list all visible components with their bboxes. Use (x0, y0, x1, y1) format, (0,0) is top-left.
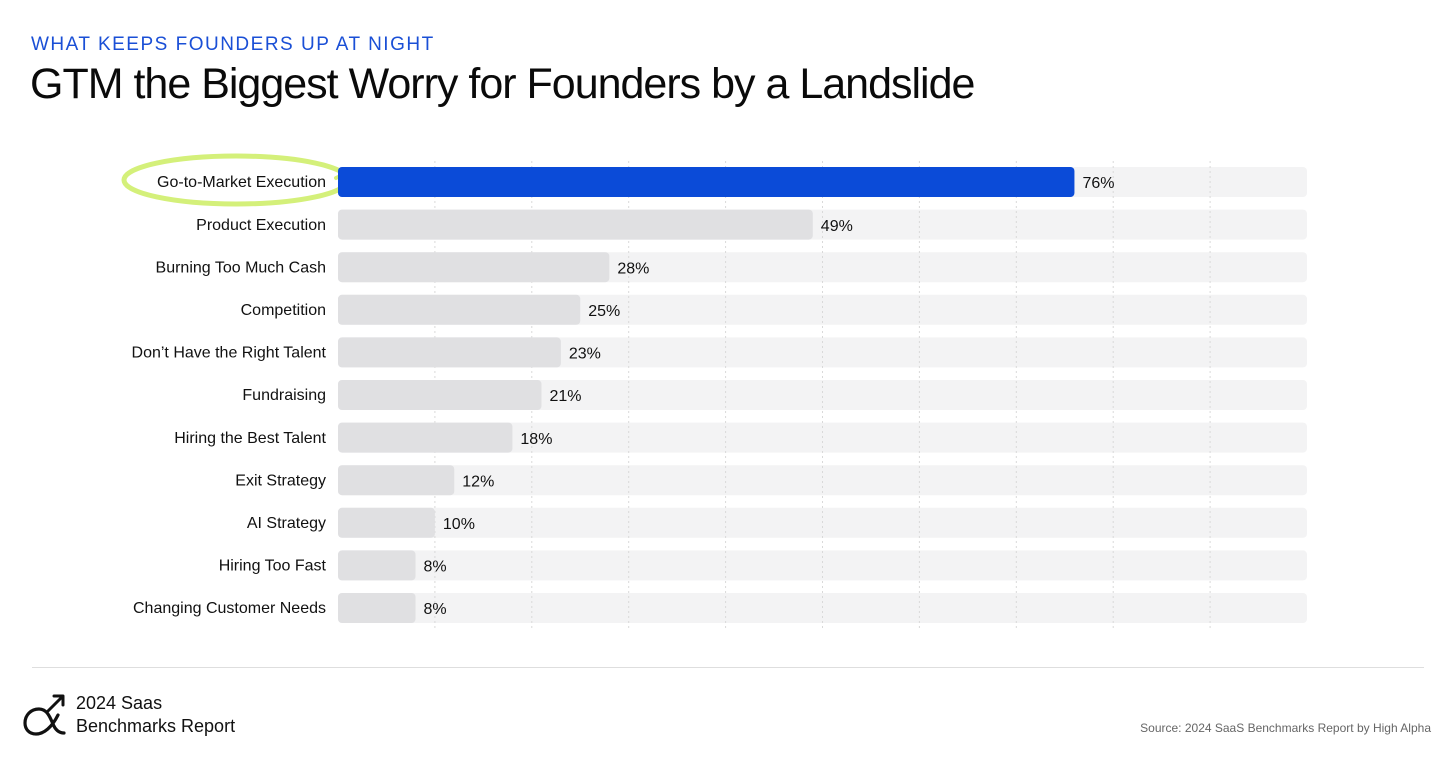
brand-name: 2024 Saas Benchmarks Report (76, 692, 235, 738)
value-label: 12% (462, 473, 494, 490)
value-label: 49% (821, 218, 853, 235)
value-label: 76% (1082, 175, 1114, 192)
category-label: Changing Customer Needs (133, 600, 326, 617)
category-label: Hiring the Best Talent (174, 430, 326, 447)
bar-chart: Go-to-Market Execution 76% Product Executi… (121, 153, 1307, 629)
bar (338, 337, 561, 368)
brand-line-1: 2024 Saas (76, 693, 163, 713)
category-label: Burning Too Much Cash (156, 259, 326, 276)
value-label: 18% (520, 431, 552, 448)
brand-block: 2024 Saas Benchmarks Report (22, 692, 235, 738)
category-label: AI Strategy (247, 515, 326, 532)
bar (338, 550, 416, 581)
bar (338, 252, 610, 283)
category-label: Don’t Have the Right Talent (132, 345, 327, 362)
bar (338, 422, 513, 453)
footer-divider (32, 667, 1424, 668)
bar-track (338, 550, 1307, 581)
bar-highlighted (338, 167, 1075, 197)
value-label: 21% (549, 388, 581, 405)
chart-title: GTM the Biggest Worry for Founders by a … (30, 60, 975, 108)
category-label: Go-to-Market Execution (157, 174, 326, 191)
bar (338, 465, 455, 496)
source-note: Source: 2024 SaaS Benchmarks Report by H… (1140, 721, 1431, 735)
bar-track (338, 380, 1307, 410)
category-label: Fundraising (242, 387, 326, 404)
bar (338, 294, 581, 325)
value-label: 8% (424, 559, 447, 576)
brand-line-2: Benchmarks Report (76, 716, 236, 736)
category-label: Product Execution (196, 217, 326, 234)
category-label: Exit Strategy (235, 472, 326, 489)
category-label: Competition (241, 302, 326, 319)
value-label: 25% (588, 303, 620, 320)
value-label: 10% (443, 516, 475, 533)
value-label: 28% (617, 260, 649, 277)
bar (338, 507, 435, 538)
bar (338, 209, 813, 240)
value-label: 23% (569, 346, 601, 363)
chart-eyebrow: WHAT KEEPS FOUNDERS UP AT NIGHT (31, 34, 435, 55)
bar (338, 593, 416, 623)
bar (338, 380, 542, 410)
bar-track (338, 465, 1307, 496)
category-label: Hiring Too Fast (219, 558, 327, 575)
alpha-logo-icon (23, 694, 66, 736)
value-label: 8% (424, 601, 447, 618)
